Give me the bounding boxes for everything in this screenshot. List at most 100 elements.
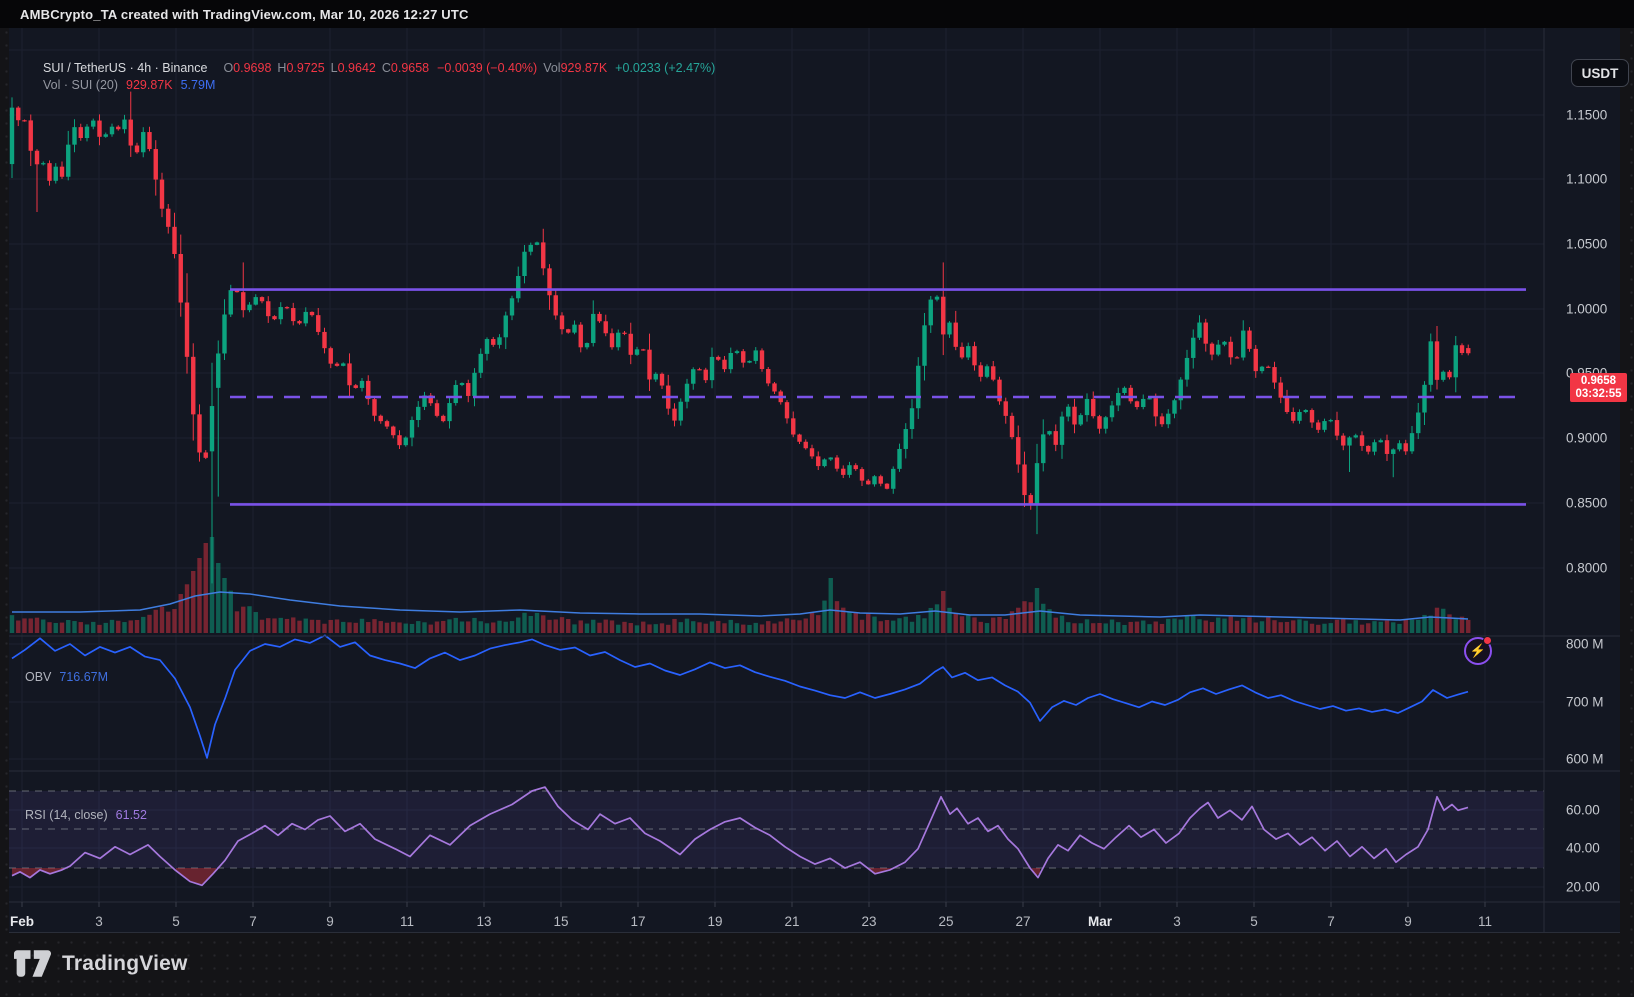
volume-change: +0.0233 (+2.47%) — [615, 61, 716, 75]
rsi-legend-row[interactable]: RSI (14, close) 61.52 — [25, 808, 147, 822]
time-axis-label[interactable]: 11 — [1478, 914, 1492, 929]
volume-bar — [266, 618, 271, 633]
candle-body — [1234, 357, 1240, 359]
rsi-axis-label[interactable]: 40.00 — [1566, 841, 1600, 856]
time-axis-label[interactable]: 7 — [1327, 914, 1335, 929]
time-axis-label[interactable]: 3 — [95, 914, 103, 929]
time-axis-label[interactable]: Mar — [1088, 914, 1113, 929]
last-price: 0.9658 — [1580, 374, 1617, 387]
candle-body — [609, 333, 615, 348]
obv-axis-label[interactable]: 700 M — [1566, 695, 1604, 710]
price-axis-label[interactable]: 0.9000 — [1566, 431, 1607, 446]
time-axis-label[interactable]: 23 — [861, 914, 876, 929]
time-axis-label[interactable]: Feb — [10, 914, 34, 929]
volume-bar — [922, 618, 927, 633]
candle-body — [559, 315, 565, 330]
candle-body — [847, 465, 852, 475]
candle-body — [503, 315, 508, 338]
candle-body — [734, 351, 740, 353]
price-axis-label[interactable]: 1.1000 — [1566, 172, 1607, 187]
time-axis-label[interactable]: 27 — [1015, 914, 1030, 929]
candle-body — [1391, 449, 1396, 454]
currency-unit-button[interactable]: USDT — [1571, 59, 1629, 87]
volume-bar — [547, 619, 552, 633]
candle-body — [1191, 337, 1196, 358]
rsi-axis-label[interactable]: 20.00 — [1566, 880, 1600, 895]
volume-bar — [834, 601, 840, 633]
time-axis-label[interactable]: 13 — [476, 914, 491, 929]
candle-body — [1228, 341, 1233, 358]
time-axis-label[interactable]: 5 — [1250, 914, 1258, 929]
volume-bar — [141, 616, 146, 633]
chart-canvas[interactable]: 1.15001.10001.05001.00000.95000.90000.85… — [9, 28, 1620, 933]
candle-body — [1447, 371, 1452, 378]
obv-axis-label[interactable]: 600 M — [1566, 752, 1604, 767]
candle-body — [228, 290, 233, 315]
tradingview-logo[interactable]: TradingView — [14, 950, 188, 977]
obv-axis-label[interactable]: 800 M — [1566, 637, 1604, 652]
volume-bar — [297, 620, 302, 633]
time-axis-label[interactable]: 25 — [938, 914, 953, 929]
volume-bar — [991, 617, 996, 633]
candle-body — [84, 126, 90, 139]
candle-body — [509, 298, 515, 316]
candle-body — [172, 226, 177, 255]
obv-legend-row[interactable]: OBV 716.67M — [25, 670, 108, 684]
volume-bar — [528, 616, 533, 633]
volume-bar — [372, 619, 377, 633]
price-axis-label[interactable]: 1.0500 — [1566, 237, 1607, 252]
volume-indicator-legend-row[interactable]: Vol · SUI (20) 929.87K 5.79M — [43, 78, 215, 92]
candle-body — [584, 343, 590, 348]
price-axis-label[interactable]: 1.1500 — [1566, 108, 1607, 123]
volume-bar — [234, 611, 240, 633]
volume-bar — [178, 594, 183, 633]
time-axis-label[interactable]: 7 — [249, 914, 257, 929]
candle-body — [209, 406, 215, 452]
volume-bar — [1234, 620, 1240, 633]
volume-bar — [916, 614, 921, 633]
candle-body — [1422, 384, 1427, 413]
candle-body — [1466, 348, 1471, 354]
volume-bar — [1159, 623, 1165, 633]
time-axis-label[interactable]: 11 — [400, 914, 414, 929]
candle-body — [1334, 420, 1340, 436]
volume-bar — [403, 623, 408, 633]
volume-bar — [697, 622, 702, 633]
price-axis-label[interactable]: 0.8000 — [1566, 561, 1607, 576]
candle-body — [1184, 357, 1190, 380]
time-axis-label[interactable]: 17 — [630, 914, 645, 929]
obv-name: OBV — [25, 670, 52, 684]
candle-body — [16, 107, 21, 121]
time-axis-label[interactable]: 21 — [784, 914, 799, 929]
price-axis-label[interactable]: 1.0000 — [1566, 302, 1607, 317]
rsi-oversold-area — [1032, 868, 1040, 876]
rsi-axis-label[interactable]: 60.00 — [1566, 803, 1600, 818]
time-axis-label[interactable]: 15 — [553, 914, 568, 929]
candle-body — [1266, 366, 1271, 368]
candle-body — [1203, 322, 1208, 344]
time-axis-label[interactable]: 19 — [707, 914, 722, 929]
chart-widget[interactable]: 1.15001.10001.05001.00000.95000.90000.85… — [9, 28, 1629, 933]
time-axis-label[interactable]: 3 — [1173, 914, 1181, 929]
volume-bar — [1166, 618, 1171, 633]
candle-body — [178, 254, 183, 303]
candle-body — [397, 435, 402, 446]
volume-bar — [484, 623, 490, 633]
volume-bar — [209, 537, 215, 633]
volume-bar — [9, 615, 15, 633]
time-axis-label[interactable]: 9 — [1404, 914, 1412, 929]
price-axis-label[interactable]: 0.8500 — [1566, 496, 1607, 511]
volume-bar — [1447, 614, 1452, 633]
candle-body — [759, 350, 765, 370]
candle-body — [1359, 435, 1365, 446]
symbol-legend-row[interactable]: SUI / TetherUS · 4h · Binance O 0.9698 H… — [43, 61, 715, 75]
time-axis-label[interactable]: 5 — [172, 914, 180, 929]
lightning-icon[interactable]: ⚡ — [1464, 636, 1492, 665]
volume-bar — [422, 622, 427, 633]
volume-bar — [666, 624, 671, 633]
time-axis-label[interactable]: 9 — [326, 914, 334, 929]
candle-body — [872, 476, 877, 485]
candle-body — [653, 373, 658, 380]
candle-body — [1209, 343, 1215, 355]
candle-body — [678, 401, 683, 421]
